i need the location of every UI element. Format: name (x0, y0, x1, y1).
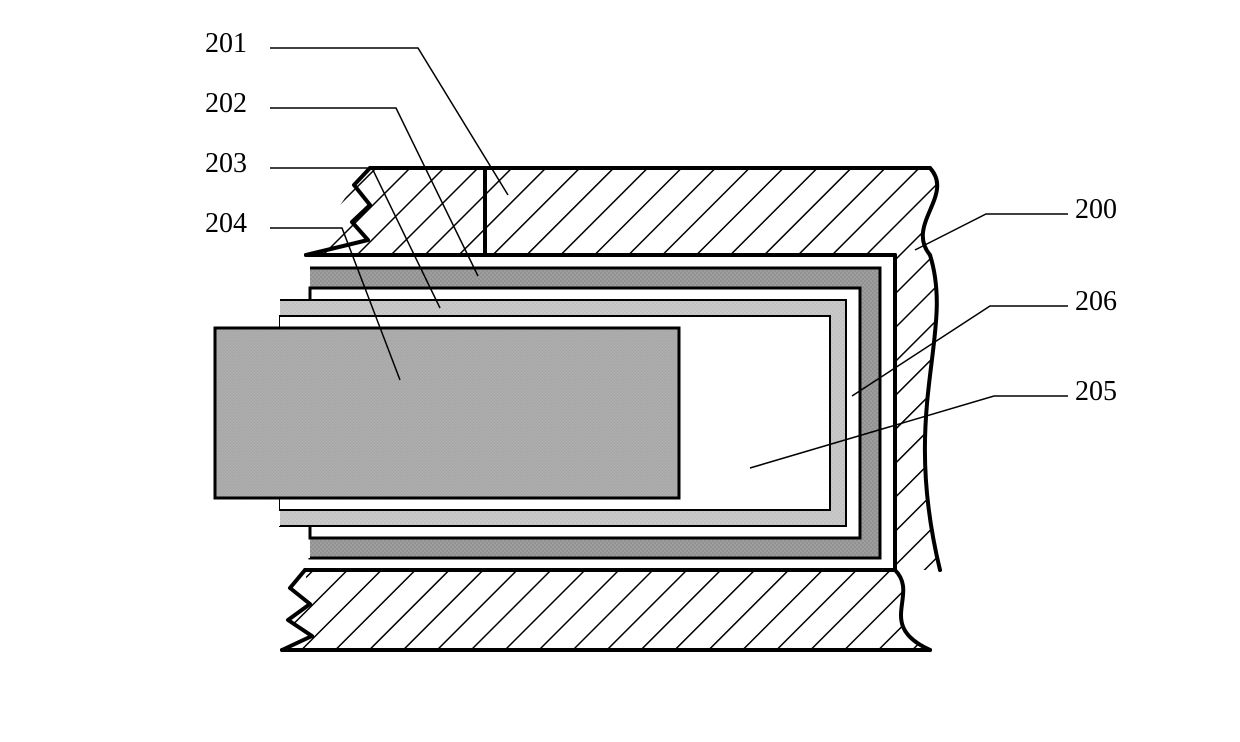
label-204: 204 (205, 208, 247, 239)
label-202: 202 (205, 88, 247, 119)
block-204 (215, 328, 679, 498)
label-203: 203 (205, 148, 247, 179)
label-201: 201 (205, 28, 247, 59)
diagram-canvas: 201 202 203 204 200 206 205 (0, 0, 1240, 742)
leader-200 (915, 214, 1068, 250)
label-205: 205 (1075, 376, 1117, 407)
nested-layers (215, 268, 880, 558)
leader-206 (852, 306, 1068, 396)
label-206: 206 (1075, 286, 1117, 317)
label-200: 200 (1075, 194, 1117, 225)
